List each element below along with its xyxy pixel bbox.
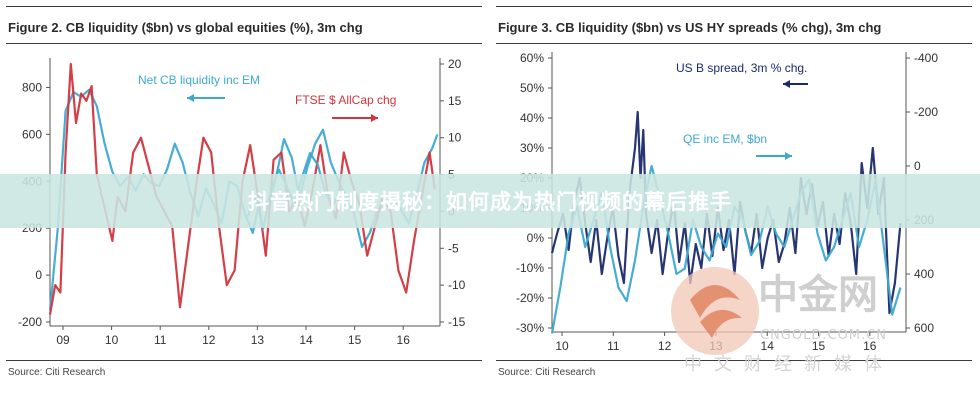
figure-2-source: Source: Citi Research [8, 367, 106, 378]
right-tick-label: -400 [914, 51, 938, 65]
left-tick-label: -10% [516, 261, 544, 275]
series-annotation-label: Net CB liquidity inc EM [138, 73, 260, 87]
left-tick-label: 60% [520, 51, 544, 65]
right-tick-label: 400 [914, 267, 934, 281]
watermark-url: CNGOLD.COM.CN [760, 328, 887, 343]
left-tick-label: 0 [35, 268, 42, 282]
title-rule [6, 43, 482, 44]
x-tick-label: 10 [105, 333, 119, 347]
x-tick-label: 16 [863, 339, 877, 353]
left-tick-label: -20% [516, 291, 544, 305]
right-tick-label: 0 [914, 159, 921, 173]
left-tick-label: 800 [22, 80, 42, 94]
right-tick-label: 20 [448, 57, 462, 71]
overlay-banner [0, 174, 980, 228]
watermark-brand: 中金网 [758, 272, 878, 318]
series-annotation-label: FTSE $ AllCap chg [295, 93, 396, 107]
annotation-arrowhead-icon [783, 80, 790, 88]
x-tick-label: 10 [555, 339, 569, 353]
series-annotation-label: QE inc EM, $bn [683, 132, 767, 146]
left-tick-label: 30% [520, 141, 544, 155]
figure-2-chart: 8006004002000-20020151050-5-10-150910111… [18, 57, 466, 347]
top-rule [6, 6, 482, 7]
left-tick-label: 50% [520, 81, 544, 95]
figure-3-title: Figure 3. CB liquidity ($bn) vs US HY sp… [498, 20, 882, 35]
annotation-arrowhead-icon [187, 94, 194, 102]
right-tick-label: 600 [914, 321, 934, 335]
source-rule [496, 360, 972, 361]
annotation-arrowhead-icon [371, 114, 378, 122]
x-tick-label: 15 [348, 333, 362, 347]
left-tick-label: -30% [516, 321, 544, 335]
source-rule [6, 360, 482, 361]
top-rule [496, 6, 972, 7]
x-tick-label: 11 [154, 333, 167, 347]
overlay-banner-text: 抖音热门制度揭秘：如何成为热门视频的幕后推手 [248, 190, 732, 214]
left-tick-label: 0% [527, 231, 545, 245]
right-tick-label: -5 [448, 241, 459, 255]
x-tick-label: 09 [56, 333, 70, 347]
right-tick-label: -10 [448, 278, 466, 292]
series-annotation-label: US B spread, 3m % chg. [676, 61, 807, 75]
annotation-arrowhead-icon [785, 152, 792, 160]
watermark-subtitle: 中文财经新媒体 [684, 354, 894, 375]
x-tick-label: 14 [299, 333, 313, 347]
right-tick-label: -15 [448, 315, 466, 329]
title-rule [496, 43, 972, 44]
left-tick-label: -200 [18, 315, 42, 329]
x-tick-label: 14 [761, 339, 775, 353]
figure-3-chart: 60%50%40%30%20%10%0%-10%-20%-30%-400-200… [516, 51, 938, 353]
x-tick-label: 15 [812, 339, 826, 353]
x-tick-label: 11 [607, 339, 620, 353]
x-tick-label: 12 [658, 339, 672, 353]
figure-2-title: Figure 2. CB liquidity ($bn) vs global e… [8, 20, 363, 35]
x-tick-label: 13 [251, 333, 265, 347]
left-tick-label: 40% [520, 111, 544, 125]
figure-3-source: Source: Citi Research [498, 367, 596, 378]
x-tick-label: 16 [397, 333, 411, 347]
right-tick-label: 15 [448, 94, 462, 108]
right-tick-label: 10 [448, 131, 462, 145]
x-tick-label: 12 [202, 333, 216, 347]
left-tick-label: 600 [22, 127, 42, 141]
right-tick-label: -200 [914, 105, 938, 119]
